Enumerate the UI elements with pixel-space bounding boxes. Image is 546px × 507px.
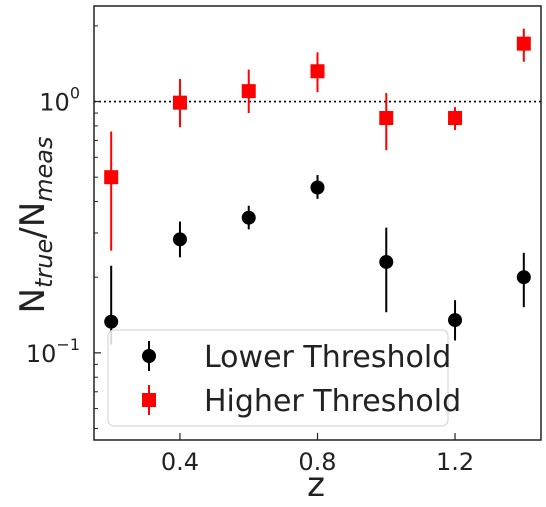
series-lower-threshold [104, 175, 531, 345]
y-axis-title-main: N [13, 288, 53, 313]
y-axis-title-mid: /N [13, 202, 53, 239]
x-tick-label: 0.4 [161, 448, 199, 476]
data-point-square [241, 84, 256, 99]
legend-entry: Lower Threshold [142, 340, 451, 375]
x-axis-title: z [307, 465, 325, 505]
data-point-circle [172, 232, 187, 247]
legend-marker-square [142, 393, 156, 407]
legend-box [107, 329, 449, 427]
data-point-square [516, 36, 531, 51]
y-tick-label: 10−1 [26, 335, 80, 368]
series-higher-threshold [104, 28, 531, 251]
data-point-square [104, 170, 119, 185]
legend-label: Higher Threshold [204, 384, 461, 419]
legend-entry: Higher Threshold [142, 384, 461, 419]
x-tick-label: 0.8 [298, 448, 336, 476]
data-point-circle [379, 254, 394, 269]
legend-label: Lower Threshold [204, 340, 451, 375]
data-point-circle [448, 313, 463, 328]
legend-marker-circle [142, 349, 156, 363]
data-point-square [172, 95, 187, 110]
y-tick-label: 100 [39, 84, 80, 117]
data-point-circle [516, 270, 531, 285]
data-point-square [310, 64, 325, 79]
x-tick-label: 1.2 [436, 448, 474, 476]
data-point-circle [241, 210, 256, 225]
data-point-square [448, 111, 463, 126]
plot-area: 0.4 0.8 1.2 10−1 100 [26, 5, 542, 476]
y-axis-title-sub2: meas [30, 137, 58, 202]
legend: Lower Threshold Higher Threshold [107, 329, 461, 427]
y-axis-title: Ntrue/Nmeas [13, 137, 58, 314]
y-axis-title-sub1: true [30, 239, 58, 288]
data-point-square [379, 111, 394, 126]
data-point-circle [104, 314, 119, 329]
data-point-circle [310, 180, 325, 195]
